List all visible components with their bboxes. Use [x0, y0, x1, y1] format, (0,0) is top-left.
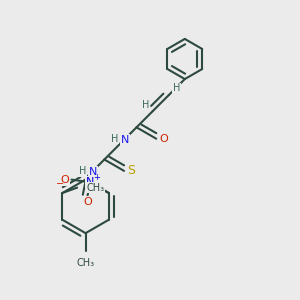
Text: S: S [128, 164, 136, 177]
Text: H: H [79, 166, 86, 176]
Text: O: O [159, 134, 168, 144]
Text: H: H [172, 83, 180, 94]
Text: O: O [60, 175, 69, 184]
Text: −: − [56, 179, 64, 189]
Text: CH₃: CH₃ [86, 183, 105, 193]
Text: H: H [111, 134, 118, 144]
Text: H: H [142, 100, 150, 110]
Text: +: + [93, 173, 100, 182]
Text: N: N [121, 135, 129, 145]
Text: CH₃: CH₃ [76, 258, 95, 268]
Text: N: N [89, 167, 97, 177]
Text: O: O [83, 197, 92, 207]
Text: N: N [86, 177, 94, 187]
